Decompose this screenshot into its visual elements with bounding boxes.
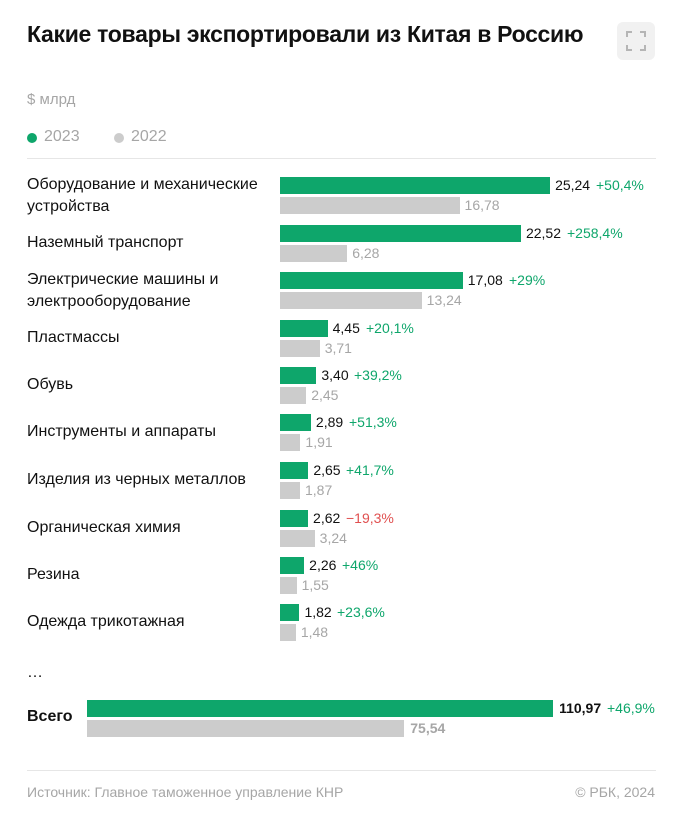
value-label-2022: 6,28: [352, 245, 380, 261]
value-label-2023: 2,89: [315, 414, 344, 430]
category-label: Инструменты и аппараты: [27, 423, 216, 440]
change-label: −19,3%: [346, 510, 394, 526]
legend-dot-2022: [114, 133, 124, 143]
value-label-2022: 1,55: [301, 577, 329, 593]
bar-2023: [280, 320, 328, 337]
value-label-2022: 16,78: [464, 197, 500, 213]
value-label-2023: 2,26: [309, 557, 337, 573]
category-label: Пластмассы: [27, 329, 120, 346]
value-label-2023: 2,65: [313, 462, 341, 478]
value-label-2022: 3,24: [319, 530, 347, 546]
value-label-2022: 1,87: [305, 482, 333, 498]
legend-label-2022: 2022: [131, 128, 167, 145]
bar-2022: [280, 530, 315, 547]
bar-2023: [280, 177, 551, 194]
change-label: +39,2%: [354, 367, 402, 383]
legend-label-2023: 2023: [44, 128, 80, 145]
change-label: +46%: [342, 557, 379, 573]
source-note: Источник: Главное таможенное управление …: [27, 784, 344, 800]
bar-2023: [280, 510, 309, 527]
bar-2022: [280, 245, 348, 262]
value-label-2023: 25,24: [555, 177, 591, 193]
change-label: +29%: [509, 272, 546, 288]
category-label: Наземный транспорт: [27, 234, 184, 251]
bar-2022: [280, 340, 320, 357]
bar-2022: [280, 292, 422, 309]
category-label: Резина: [27, 566, 80, 583]
change-label: +258,4%: [567, 225, 623, 241]
bar-2023: [280, 225, 521, 242]
expand-icon: [626, 31, 646, 51]
value-label-2023: 1,82: [304, 604, 332, 620]
total-bar-2023: [87, 700, 554, 717]
category-label: Органическая химия: [27, 519, 181, 536]
total-value-2023: 110,97: [559, 700, 602, 716]
value-label-2022: 1,91: [305, 434, 333, 450]
bar-2023: [280, 272, 463, 289]
bar-2023: [280, 462, 309, 479]
category-label: Изделия из черных металлов: [27, 471, 246, 488]
value-label-2022: 13,24: [426, 292, 462, 308]
total-label: Всего: [27, 708, 73, 725]
top-divider: [27, 158, 656, 159]
unit-label: $ млрд: [27, 91, 76, 108]
value-label-2023: 22,52: [525, 225, 561, 241]
change-label: +51,3%: [349, 414, 397, 430]
category-label: Обувь: [27, 376, 74, 393]
legend-dot-2023: [27, 133, 37, 143]
value-label-2022: 1,48: [300, 624, 329, 640]
copyright: © РБК, 2024: [575, 784, 655, 800]
value-label-2023: 3,40: [321, 367, 349, 383]
bar-2022: [280, 387, 307, 404]
category-label: Одежда трикотажная: [27, 613, 185, 630]
bar-2022: [280, 197, 460, 214]
value-label-2023: 2,62: [313, 510, 341, 526]
change-label: +20,1%: [366, 320, 414, 336]
bar-2023: [280, 604, 300, 621]
bar-2023: [280, 367, 317, 384]
total-change: +46,9%: [607, 700, 655, 716]
change-label: +50,4%: [596, 177, 644, 193]
value-label-2023: 17,08: [467, 272, 503, 288]
value-label-2023: 4,45: [332, 320, 360, 336]
bar-2022: [280, 482, 300, 499]
bottom-divider: [27, 770, 656, 771]
more-ellipsis: …: [27, 664, 43, 681]
bar-2023: [280, 557, 305, 574]
bar-2023: [280, 414, 311, 431]
value-label-2022: 2,45: [311, 387, 339, 403]
change-label: +23,6%: [337, 604, 385, 620]
bar-2022: [280, 624, 296, 641]
expand-button[interactable]: [617, 22, 655, 60]
bar-2022: [280, 577, 297, 594]
change-label: +41,7%: [346, 462, 394, 478]
total-bar-2022: [87, 720, 405, 737]
category-label: Оборудование и механические устройства: [27, 176, 258, 215]
chart-title: Какие товары экспортировали из Китая в Р…: [27, 21, 584, 47]
value-label-2022: 3,71: [324, 340, 352, 356]
total-value-2022: 75,54: [410, 720, 446, 736]
bar-2022: [280, 434, 301, 451]
category-label: Электрические машины и электрооборудован…: [27, 271, 219, 310]
